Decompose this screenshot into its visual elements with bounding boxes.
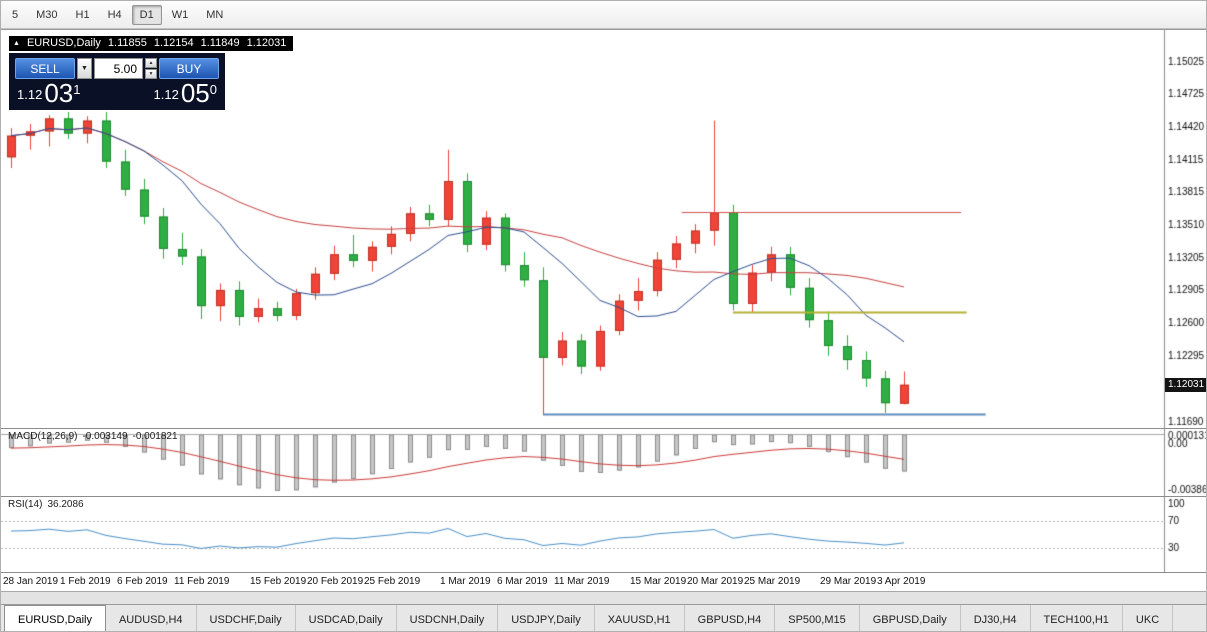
macd-pane: MACD(12,26,9) -0.003149 -0.001821	[1, 429, 1206, 496]
ask-pip-digit: 0	[209, 82, 217, 97]
date-axis-label: 1 Mar 2019	[440, 576, 491, 587]
date-axis-label: 20 Feb 2019	[307, 576, 364, 587]
chart-tab-UKC[interactable]: UKC	[1123, 605, 1174, 631]
timeframe-button-MN[interactable]: MN	[206, 8, 224, 21]
chart-ohlc-readout: ▲ EURUSD,Daily 1.11855 1.12154 1.11849 1…	[9, 36, 294, 51]
bid-price: 1.12 03 1	[17, 80, 80, 106]
volume-decrease-button[interactable]: ▼	[145, 69, 157, 79]
buy-button[interactable]: BUY	[159, 58, 219, 79]
date-axis-label: 1 Feb 2019	[60, 576, 111, 587]
macd-name: MACD(12,26,9)	[8, 431, 78, 442]
chart-tab-USDCAD-Daily[interactable]: USDCAD,Daily	[296, 605, 397, 631]
rsi-name: RSI(14)	[8, 499, 43, 510]
chart-tab-EURUSD-Daily[interactable]: EURUSD,Daily	[4, 605, 106, 631]
date-axis-label: 6 Mar 2019	[497, 576, 548, 587]
chart-tab-USDCHF-Daily[interactable]: USDCHF,Daily	[197, 605, 296, 631]
chart-tab-GBPUSD-Daily[interactable]: GBPUSD,Daily	[860, 605, 961, 631]
timeframe-button-D1[interactable]: D1	[131, 4, 162, 25]
bid-pip-digit: 1	[73, 82, 81, 97]
macd-indicator-canvas[interactable]	[1, 429, 1206, 496]
date-axis-label: 29 Mar 2019	[820, 576, 877, 587]
timeframe-toolbar: 5 M30 H1 H4 D1 W1 MN	[1, 1, 1206, 29]
pane-separator[interactable]	[1, 428, 1206, 429]
chart-tab-SP500-M15[interactable]: SP500,M15	[775, 605, 860, 631]
pane-separator[interactable]	[1, 496, 1206, 497]
chart-tab-GBPUSD-H4[interactable]: GBPUSD,H4	[685, 605, 776, 631]
ohlc-open: 1.11855	[107, 37, 147, 49]
chart-tab-TECH100-H1[interactable]: TECH100,H1	[1031, 605, 1123, 631]
chart-tab-USDCNH-Daily[interactable]: USDCNH,Daily	[397, 605, 499, 631]
rsi-value: 36.2086	[47, 499, 84, 510]
one-click-trading-panel: SELL ▼ 5.00 ▲ ▼ BUY 1.12 03 1 1.12 05 0	[9, 53, 225, 110]
macd-main-value: -0.003149	[82, 431, 128, 442]
rsi-indicator-canvas[interactable]	[1, 497, 1206, 572]
date-axis-label: 28 Jan 2019	[3, 576, 59, 587]
ohlc-low: 1.11849	[200, 37, 240, 49]
main-price-pane: ▲ EURUSD,Daily 1.11855 1.12154 1.11849 1…	[1, 30, 1206, 428]
ohlc-close: 1.12031	[246, 37, 287, 49]
ask-base: 1.12	[153, 87, 179, 102]
date-axis-label: 25 Mar 2019	[744, 576, 801, 587]
chart-tab-bar: EURUSD,Daily AUDUSD,H4 USDCHF,Daily USDCAD,…	[1, 604, 1206, 631]
volume-dropdown-button[interactable]: ▼	[77, 58, 92, 79]
sell-button[interactable]: SELL	[15, 58, 75, 79]
date-axis-label: 25 Feb 2019	[364, 576, 421, 587]
chart-tab-XAUUSD-H1[interactable]: XAUUSD,H1	[595, 605, 685, 631]
date-axis-label: 15 Mar 2019	[630, 576, 687, 587]
chart-marker-icon: ▲	[13, 39, 20, 47]
timeframe-button-5[interactable]: 5	[12, 8, 19, 21]
ohlc-high: 1.12154	[153, 37, 194, 49]
chart-symbol-label: EURUSD,Daily	[26, 37, 101, 49]
ask-big-digits: 05	[180, 78, 210, 108]
pane-separator[interactable]	[1, 572, 1206, 573]
bid-base: 1.12	[17, 87, 43, 102]
date-axis-label: 20 Mar 2019	[687, 576, 744, 587]
macd-label: MACD(12,26,9) -0.003149 -0.001821	[8, 431, 183, 442]
timeframe-button-W1[interactable]: W1	[171, 8, 189, 21]
date-axis[interactable]: 28 Jan 2019 1 Feb 2019 6 Feb 2019 11 Feb 20…	[1, 573, 1206, 591]
chart-tab-AUDUSD-H4[interactable]: AUDUSD,H4	[106, 605, 197, 631]
volume-increase-button[interactable]: ▲	[145, 58, 157, 68]
chart-tab-DJ30-H4[interactable]: DJ30,H4	[961, 605, 1031, 631]
volume-stepper: ▲ ▼	[145, 58, 157, 79]
timeframe-button-M30[interactable]: M30	[36, 8, 58, 21]
date-axis-label: 15 Feb 2019	[250, 576, 307, 587]
date-axis-label: 11 Feb 2019	[174, 576, 230, 587]
rsi-label: RSI(14) 36.2086	[8, 499, 89, 510]
date-axis-label: 11 Mar 2019	[554, 576, 610, 587]
ask-price: 1.12 05 0	[154, 80, 217, 106]
timeframe-button-H4[interactable]: H4	[107, 8, 122, 21]
chart-tab-USDJPY-Daily[interactable]: USDJPY,Daily	[498, 605, 595, 631]
bid-big-digits: 03	[44, 78, 74, 108]
rsi-pane: RSI(14) 36.2086	[1, 497, 1206, 572]
date-axis-label: 6 Feb 2019	[117, 576, 168, 587]
date-axis-label: 3 Apr 2019	[877, 576, 926, 587]
timeframe-button-H1[interactable]: H1	[75, 8, 90, 21]
current-price-tag: 1.12031	[1165, 377, 1206, 392]
volume-input[interactable]: 5.00	[94, 58, 143, 79]
status-strip	[1, 591, 1206, 604]
macd-signal-value: -0.001821	[132, 431, 178, 442]
chart-window: ▲ EURUSD,Daily 1.11855 1.12154 1.11849 1…	[1, 29, 1206, 591]
